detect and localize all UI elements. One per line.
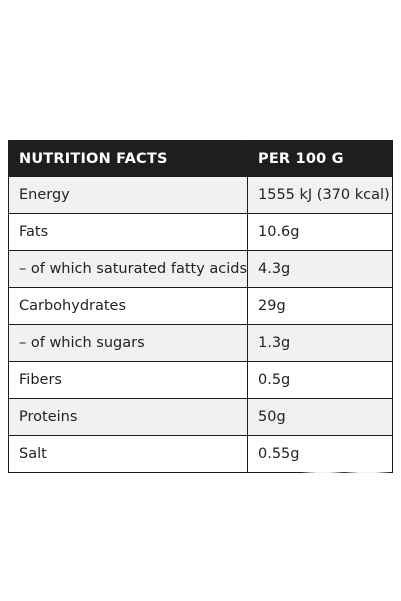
table-row-sugars: – of which sugars 1.3g xyxy=(8,324,393,362)
nutrition-facts-table: NUTRITION FACTS PER 100 G Energy 1555 kJ… xyxy=(8,140,393,473)
table-row-proteins: Proteins 50g xyxy=(8,398,393,436)
nutrient-value: 1.3g xyxy=(247,324,393,362)
table-row-energy: Energy 1555 kJ (370 kcal) xyxy=(8,176,393,214)
table-row-saturated-fatty-acids: – of which saturated fatty acids 4.3g xyxy=(8,250,393,288)
nutrient-value: 0.5g xyxy=(247,361,393,399)
table-row-carbohydrates: Carbohydrates 29g xyxy=(8,287,393,325)
nutrient-value: 1555 kJ (370 kcal) xyxy=(247,176,393,214)
header-per-100g: PER 100 G xyxy=(247,140,393,177)
nutrient-name: Energy xyxy=(8,176,248,214)
nutrient-name: – of which saturated fatty acids xyxy=(8,250,248,288)
table-row-fats: Fats 10.6g xyxy=(8,213,393,251)
header-nutrition-facts: NUTRITION FACTS xyxy=(8,140,248,177)
nutrient-value: 0.55g xyxy=(247,435,393,473)
nutrient-name: Fats xyxy=(8,213,248,251)
nutrient-name: Proteins xyxy=(8,398,248,436)
nutrient-name: Salt xyxy=(8,435,248,473)
nutrient-name: – of which sugars xyxy=(8,324,248,362)
nutrient-name: Fibers xyxy=(8,361,248,399)
nutrient-name: Carbohydrates xyxy=(8,287,248,325)
nutrient-value: 50g xyxy=(247,398,393,436)
table-row-salt: Salt 0.55g xyxy=(8,435,393,473)
table-header-row: NUTRITION FACTS PER 100 G xyxy=(8,140,393,177)
nutrient-value: 29g xyxy=(247,287,393,325)
table-row-fibers: Fibers 0.5g xyxy=(8,361,393,399)
nutrient-value: 4.3g xyxy=(247,250,393,288)
nutrient-value: 10.6g xyxy=(247,213,393,251)
